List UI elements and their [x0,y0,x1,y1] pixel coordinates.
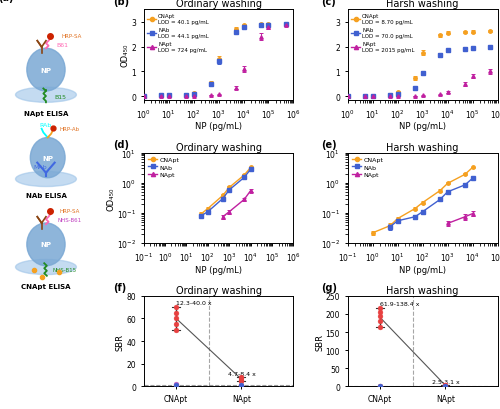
Text: NHS-B61: NHS-B61 [58,217,82,222]
Text: RAb: RAb [39,123,52,128]
Legend: CNApt, NAb, NApt: CNApt, NAb, NApt [146,156,180,179]
Title: Ordinary washing: Ordinary washing [176,0,262,9]
Legend: CNApt
LOD = 8.70 pg/mL, NAb
LOD = 70.0 pg/mL, NApt
LOD = 2015 pg/mL: CNApt LOD = 8.70 pg/mL, NAb LOD = 70.0 p… [350,13,416,54]
Text: (a): (a) [0,0,14,3]
Y-axis label: OD₄₅₀: OD₄₅₀ [106,187,116,210]
Ellipse shape [16,172,76,187]
Y-axis label: OD₄₅₀: OD₄₅₀ [120,44,130,67]
Text: (b): (b) [114,0,130,7]
Text: NP: NP [40,67,52,74]
Title: Harsh washing: Harsh washing [386,285,458,295]
Text: HRP-SA: HRP-SA [62,34,82,39]
Text: (c): (c) [320,0,336,7]
Title: Harsh washing: Harsh washing [386,0,458,9]
Ellipse shape [16,260,76,275]
Title: Harsh washing: Harsh washing [386,142,458,153]
Legend: CNApt
LOD = 40.1 pg/mL, NAb
LOD = 44.1 pg/mL, NApt
LOD = 724 pg/mL: CNApt LOD = 40.1 pg/mL, NAb LOD = 44.1 p… [146,13,210,54]
Text: NApt ELISA: NApt ELISA [24,110,68,117]
X-axis label: NP (pg/mL): NP (pg/mL) [195,122,242,131]
Text: 61.9-138.4 x: 61.9-138.4 x [380,301,420,306]
Text: NHS-B15: NHS-B15 [53,267,77,272]
X-axis label: NP (pg/mL): NP (pg/mL) [399,265,446,274]
Text: NP: NP [40,242,52,248]
Text: NAb ELISA: NAb ELISA [26,192,66,198]
Text: (g): (g) [320,283,336,292]
Text: B15: B15 [54,94,66,99]
Title: Ordinary washing: Ordinary washing [176,285,262,295]
Text: HRP-SA: HRP-SA [59,209,80,213]
Text: MAb: MAb [33,164,46,169]
Text: (f): (f) [114,283,127,292]
Ellipse shape [30,138,65,178]
Text: (d): (d) [114,140,130,150]
Text: 4.7-8.4 x: 4.7-8.4 x [228,371,256,376]
X-axis label: NP (pg/mL): NP (pg/mL) [195,265,242,274]
Text: 2.5-3.1 x: 2.5-3.1 x [432,379,460,384]
Text: B61: B61 [56,43,68,48]
Legend: CNApt, NAb, NApt: CNApt, NAb, NApt [350,156,384,179]
Y-axis label: SBR: SBR [116,333,125,350]
Ellipse shape [16,88,76,103]
Text: 12.3-40.0 x: 12.3-40.0 x [176,300,212,305]
Text: NP: NP [42,155,53,161]
Legend: NP, Spike protein, Lysozyme, HSA: NP, Spike protein, Lysozyme, HSA [389,297,433,325]
X-axis label: NP (pg/mL): NP (pg/mL) [399,122,446,131]
Ellipse shape [27,49,65,92]
Text: (e): (e) [320,140,336,150]
Ellipse shape [27,223,65,266]
Text: CNApt ELISA: CNApt ELISA [21,284,70,290]
Title: Ordinary washing: Ordinary washing [176,142,262,153]
Text: HRP-Ab: HRP-Ab [59,127,79,132]
Y-axis label: SBR: SBR [315,333,324,350]
